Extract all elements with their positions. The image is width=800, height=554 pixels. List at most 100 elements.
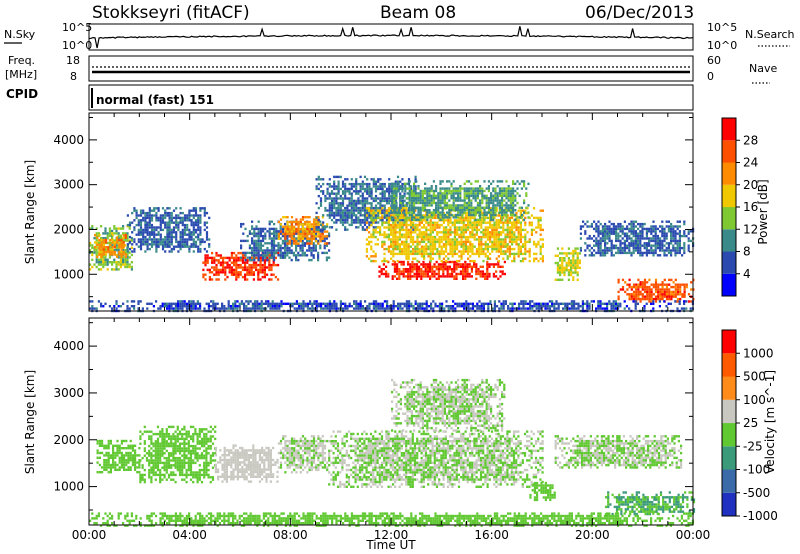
heatmap-cell [365, 221, 368, 224]
heatmap-cell [480, 209, 483, 212]
heatmap-cell [480, 221, 483, 224]
heatmap-cell [517, 247, 520, 251]
heatmap-cell [374, 231, 377, 234]
heatmap-cell [528, 240, 531, 244]
heatmap-cell [460, 238, 463, 241]
heatmap-cell [505, 213, 508, 217]
heatmap-cell [328, 206, 331, 210]
heatmap-cell [465, 189, 468, 193]
heatmap-cell [590, 225, 593, 228]
heatmap-cell [251, 251, 254, 255]
heatmap-cell [423, 235, 426, 239]
heatmap-cell [288, 240, 291, 243]
heatmap-cell [91, 227, 94, 230]
heatmap-cell [148, 216, 151, 220]
heatmap-cell [304, 235, 307, 238]
heatmap-cell [388, 197, 391, 200]
heatmap-cell [439, 206, 442, 209]
heatmap-cell [100, 302, 103, 305]
heatmap-cell [341, 214, 345, 217]
heatmap-cell [398, 209, 401, 212]
heatmap-cell [491, 223, 494, 227]
heatmap-cell [203, 211, 206, 215]
heatmap-cell [539, 257, 542, 260]
heatmap-cell [480, 223, 483, 227]
heatmap-cell [410, 187, 413, 191]
heatmap-cell [424, 189, 427, 193]
heatmap-cell [437, 192, 440, 195]
heatmap-cell [233, 251, 236, 255]
heatmap-cell [175, 245, 178, 248]
heatmap-cell [663, 293, 666, 296]
heatmap-cell [426, 189, 429, 193]
heatmap-cell [460, 228, 463, 232]
heatmap-cell [617, 295, 620, 298]
heatmap-cell [142, 240, 145, 244]
heatmap-cell [459, 192, 462, 195]
heatmap-cell [186, 216, 189, 220]
heatmap-cell [606, 251, 609, 255]
heatmap-cell [610, 244, 613, 247]
heatmap-cell [339, 204, 342, 207]
heatmap-cell [150, 243, 154, 246]
heatmap-cell [270, 239, 273, 243]
heatmap-cell [619, 230, 622, 233]
heatmap-cell [458, 228, 461, 232]
heatmap-cell [460, 257, 463, 260]
heatmap-cell [584, 242, 587, 245]
heatmap-cell [387, 250, 390, 253]
heatmap-cell [93, 251, 96, 254]
heatmap-cell [446, 211, 449, 214]
heatmap-cell [491, 250, 494, 253]
heatmap-cell [496, 192, 499, 195]
heatmap-cell [255, 232, 258, 235]
heatmap-cell [513, 252, 516, 256]
heatmap-cell [395, 194, 398, 197]
heatmap-cell [235, 254, 238, 257]
heatmap-cell [94, 241, 97, 244]
heatmap-cell [464, 247, 467, 251]
heatmap-cell [286, 237, 289, 240]
heatmap-cell [446, 260, 449, 264]
heatmap-cell [172, 228, 176, 232]
heatmap-cell [172, 221, 176, 224]
heatmap-cell [483, 206, 486, 209]
heatmap-cell [344, 209, 347, 212]
heatmap-cell [451, 247, 454, 251]
heatmap-cell [328, 202, 331, 205]
heatmap-cell [217, 254, 220, 257]
heatmap-cell [401, 247, 404, 251]
heatmap-cell [337, 185, 340, 188]
heatmap-cell [617, 239, 620, 243]
heatmap-cell [317, 175, 320, 179]
heatmap-cell [144, 238, 147, 241]
heatmap-cell [366, 187, 369, 191]
heatmap-cell [217, 261, 220, 264]
heatmap-cell [315, 235, 318, 238]
heatmap-cell [541, 238, 544, 241]
heatmap-cell [326, 209, 329, 212]
heatmap-cell [599, 239, 602, 243]
heatmap-cell [415, 272, 418, 276]
heatmap-cell [519, 250, 522, 253]
heatmap-cell [255, 227, 258, 231]
heatmap-cell [672, 225, 675, 228]
heatmap-cell [423, 240, 426, 244]
heatmap-cell [462, 231, 465, 234]
heatmap-cell [449, 228, 452, 232]
heatmap-cell [423, 250, 426, 253]
heatmap-cell [393, 270, 396, 273]
heatmap-cell [490, 213, 493, 217]
heatmap-cell [432, 197, 435, 200]
heatmap-cell [350, 218, 353, 222]
heatmap-cell [639, 285, 642, 289]
heatmap-cell [434, 221, 437, 224]
heatmap-cell [439, 197, 442, 200]
heatmap-cell [402, 260, 405, 264]
heatmap-cell [310, 246, 313, 250]
heatmap-cell [487, 197, 490, 200]
heatmap-cell [435, 272, 438, 276]
heatmap-cell [506, 223, 509, 227]
heatmap-cell [337, 209, 340, 212]
heatmap-cell [539, 219, 542, 222]
